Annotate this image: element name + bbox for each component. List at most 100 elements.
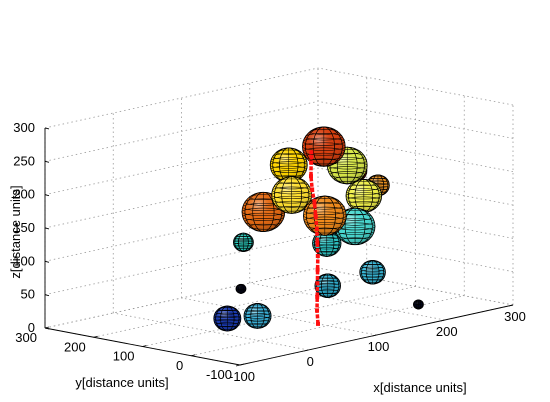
sphere	[302, 126, 346, 167]
spheres	[213, 126, 424, 332]
sphere-outline	[314, 273, 341, 298]
path-point	[315, 254, 320, 259]
z-tick-mark	[44, 160, 50, 163]
z-tick-mark	[44, 260, 50, 263]
sphere-outline	[359, 260, 386, 285]
sphere-outline	[243, 303, 272, 329]
y-tick-mark	[239, 363, 245, 366]
grid-line	[317, 200, 514, 239]
grid-line	[113, 312, 309, 351]
tick-labels: -1000100200300-1000100200300050100150200…	[13, 120, 526, 384]
path-point	[315, 294, 320, 299]
x-tick-mark	[440, 319, 445, 322]
grid-line	[317, 100, 514, 139]
sphere-outline	[302, 126, 346, 167]
axes-box	[44, 127, 514, 367]
sphere-shade	[314, 273, 341, 298]
z-tick-label: 250	[13, 153, 35, 168]
sphere-shade	[244, 303, 272, 329]
z-tick-label: 300	[13, 120, 35, 135]
grid-line	[142, 286, 416, 347]
sphere	[345, 179, 383, 213]
grid-line	[44, 200, 319, 262]
x-axis-label: x[distance units]	[373, 380, 466, 395]
z-tick-mark	[44, 194, 50, 197]
z-axis-label: z[distance units]	[8, 185, 23, 278]
grid-line	[44, 67, 319, 129]
grid-line	[191, 295, 465, 357]
grid-line	[44, 134, 319, 196]
x-tick-mark	[304, 349, 309, 352]
sphere-shade	[213, 306, 241, 331]
y-tick-label: -100	[206, 367, 232, 382]
grid-line	[317, 167, 514, 206]
sphere-outline	[303, 195, 347, 236]
y-tick-label: 300	[15, 330, 37, 345]
sphere-shade	[270, 147, 308, 183]
path-point	[309, 150, 314, 155]
sphere-shade	[312, 230, 342, 257]
grid-line	[44, 167, 319, 229]
sphere	[303, 195, 347, 236]
z-tick-mark	[44, 294, 50, 297]
z-tick-label: 50	[21, 287, 35, 302]
sphere	[271, 176, 313, 214]
x-tick-label: 200	[436, 324, 458, 339]
sphere	[359, 260, 386, 285]
path-point	[315, 308, 320, 313]
z-tick-label: 0	[28, 320, 35, 335]
sphere	[413, 299, 424, 310]
x-tick-mark	[235, 364, 241, 367]
z-tick-label: 200	[13, 187, 35, 202]
z-tick-label: 150	[13, 220, 35, 235]
x-tick-label: 0	[307, 354, 314, 369]
y-tick-label: 0	[176, 358, 183, 373]
path-point	[315, 281, 320, 286]
grid-line	[44, 100, 319, 162]
path-point	[315, 240, 320, 245]
grid-line	[44, 234, 319, 296]
sphere	[233, 232, 254, 252]
path-line	[309, 152, 320, 325]
grid-line	[44, 267, 319, 329]
path-point	[308, 174, 313, 179]
x-tick-label: 300	[504, 309, 526, 324]
y-tick-mark	[93, 335, 98, 338]
y-tick-mark	[142, 345, 147, 347]
sphere	[235, 283, 247, 294]
x-tick-mark	[372, 334, 377, 337]
sphere-outline	[413, 299, 424, 310]
z-tick-mark	[44, 227, 50, 230]
sphere-shade	[233, 233, 254, 252]
y-tick-label: 200	[64, 339, 86, 354]
z-tick-mark	[44, 127, 50, 130]
path-point	[309, 160, 314, 165]
sphere	[213, 305, 242, 332]
x-tick-label: -100	[229, 369, 255, 384]
grid-line	[317, 67, 514, 106]
sphere-outline	[213, 305, 242, 332]
path-point	[315, 267, 320, 272]
y-tick-mark	[191, 354, 196, 357]
grid-line	[317, 234, 514, 273]
y-axis-label: y[distance units]	[75, 375, 168, 390]
grid-line	[249, 282, 445, 321]
sphere	[243, 303, 272, 329]
y-tick-label: 100	[113, 349, 135, 364]
z-tick-mark	[44, 327, 50, 330]
x-tick-mark	[508, 304, 514, 307]
path-point	[316, 321, 320, 326]
grid-line	[317, 134, 514, 173]
sphere-outline	[235, 283, 247, 294]
path	[308, 150, 320, 326]
z-tick-label: 100	[13, 253, 35, 268]
x-tick-label: 100	[368, 339, 390, 354]
sphere-outline	[233, 232, 254, 252]
sphere-shade	[346, 179, 382, 213]
sphere	[314, 273, 341, 298]
path-point	[314, 227, 319, 232]
sphere-shade	[359, 260, 386, 285]
path-point	[313, 213, 318, 218]
